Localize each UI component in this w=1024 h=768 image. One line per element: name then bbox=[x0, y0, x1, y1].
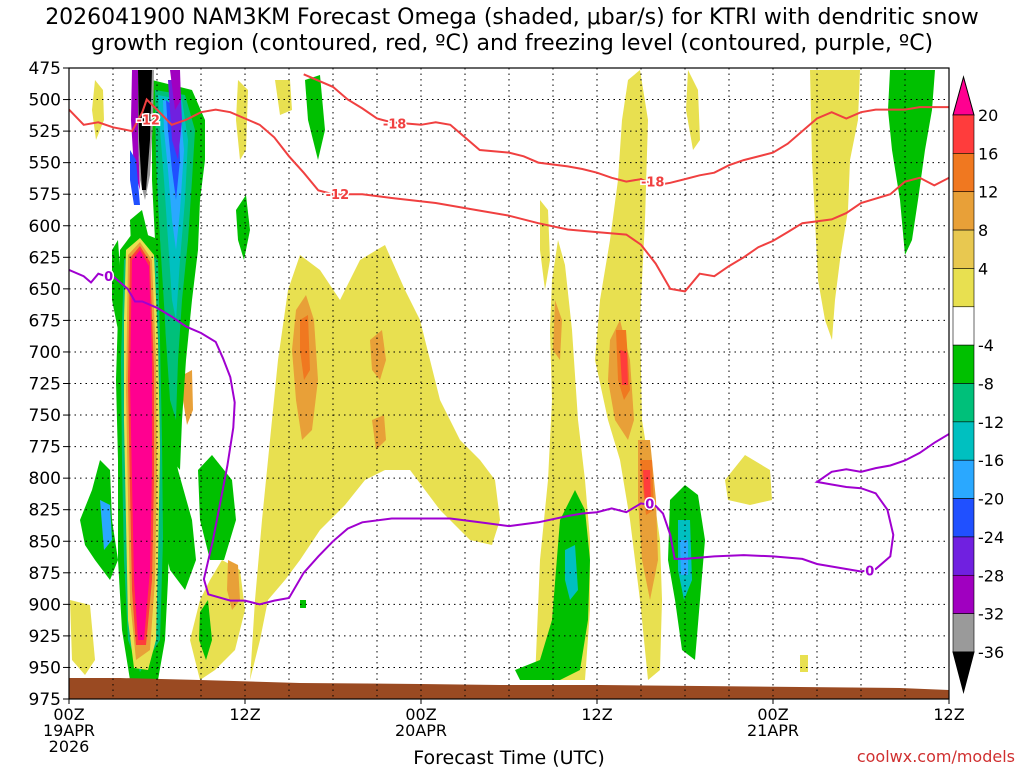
x-tick-label: 19APR bbox=[43, 721, 95, 740]
x-tick-label: 12Z bbox=[933, 705, 964, 724]
x-tick-label: 12Z bbox=[229, 705, 260, 724]
y-axis-ticks: 475 500 525 550 575 600 625 650 675 700 725 750 775 8… bbox=[29, 59, 69, 710]
colorbar-swatch bbox=[952, 306, 975, 346]
colorbar-label: -32 bbox=[978, 605, 1004, 624]
y-tick-label: 575 bbox=[29, 185, 61, 205]
y-tick-label: 925 bbox=[29, 627, 61, 647]
y-tick-label: 500 bbox=[29, 91, 61, 111]
y-tick-label: 550 bbox=[29, 154, 61, 174]
colorbar-swatch bbox=[952, 574, 975, 614]
contour-line bbox=[303, 73, 949, 187]
colorbar-swatch bbox=[952, 229, 975, 269]
colorbar-label: -12 bbox=[978, 413, 1004, 432]
colorbar-label: 16 bbox=[978, 144, 998, 163]
credit-text: coolwx.com/models bbox=[857, 747, 1015, 766]
colorbar-label: 8 bbox=[978, 221, 988, 240]
contour-label: 0 bbox=[104, 270, 113, 285]
contour-label: 0 bbox=[865, 564, 874, 579]
y-tick-label: 800 bbox=[29, 469, 61, 489]
y-tick-label: 725 bbox=[29, 375, 61, 395]
y-tick-label: 875 bbox=[29, 564, 61, 584]
x-tick-label: 12Z bbox=[581, 705, 612, 724]
contour-label: -12 bbox=[326, 188, 350, 203]
x-tick-label: 21APR bbox=[747, 721, 799, 740]
y-tick-label: 625 bbox=[29, 248, 61, 268]
y-tick-label: 475 bbox=[29, 59, 61, 79]
colorbar-label: -20 bbox=[978, 490, 1004, 509]
colorbar-label: 20 bbox=[978, 106, 998, 125]
chart-title-line-1: 2026041900 NAM3KM Forecast Omega (shaded… bbox=[45, 5, 979, 30]
colorbar-swatch bbox=[952, 383, 975, 423]
colorbar-swatch bbox=[952, 498, 975, 538]
colorbar-swatch bbox=[952, 153, 975, 193]
colorbar-swatch bbox=[952, 459, 975, 499]
colorbar-swatch bbox=[952, 268, 975, 308]
colorbar-swatch bbox=[952, 191, 975, 231]
y-tick-label: 700 bbox=[29, 343, 61, 363]
contour-lines bbox=[69, 73, 949, 606]
contour-labels: -12 -18 -12 -18 0 0 0 bbox=[103, 112, 876, 581]
y-tick-label: 600 bbox=[29, 217, 61, 237]
chart-title-line-2: growth region (contoured, red, ºC) and f… bbox=[90, 31, 934, 56]
x-tick-label: 2026 bbox=[49, 737, 90, 756]
colorbar-swatch bbox=[952, 344, 975, 384]
y-tick-label: 975 bbox=[29, 690, 61, 710]
contour-label: -12 bbox=[136, 114, 160, 129]
colorbar-swatch bbox=[952, 421, 975, 461]
colorbar-label: -8 bbox=[978, 375, 994, 394]
contour-line bbox=[69, 268, 949, 606]
y-tick-label: 525 bbox=[29, 122, 61, 142]
colorbar-swatch bbox=[952, 536, 975, 576]
x-tick-label: 00Z bbox=[53, 705, 84, 724]
colorbar-label: -28 bbox=[978, 566, 1004, 585]
omega-shading bbox=[70, 70, 935, 680]
colorbar-swatch bbox=[952, 114, 975, 154]
terrain-fill bbox=[69, 678, 949, 699]
contour-label: -18 bbox=[641, 176, 665, 191]
colorbar-label: -36 bbox=[978, 643, 1004, 662]
colorbar-bottom-arrow bbox=[952, 651, 975, 694]
x-axis-title: Forecast Time (UTC) bbox=[413, 747, 604, 768]
colorbar-label: 12 bbox=[978, 183, 998, 202]
y-tick-label: 675 bbox=[29, 311, 61, 331]
contour-line bbox=[69, 97, 949, 293]
colorbar-label: 4 bbox=[978, 259, 988, 278]
colorbar: 20 16 12 8 4 -4 -8 -12 -16 -20 -24 -28 -32 -36 bbox=[952, 75, 1004, 694]
colorbar-top-arrow bbox=[952, 75, 975, 116]
colorbar-swatch bbox=[952, 613, 975, 653]
y-tick-label: 775 bbox=[29, 438, 61, 458]
y-tick-label: 900 bbox=[29, 595, 61, 615]
y-tick-label: 650 bbox=[29, 280, 61, 300]
gridlines bbox=[69, 68, 949, 699]
x-tick-label: 00Z bbox=[757, 705, 788, 724]
y-tick-label: 850 bbox=[29, 532, 61, 552]
y-tick-label: 825 bbox=[29, 501, 61, 521]
x-tick-label: 00Z bbox=[405, 705, 436, 724]
colorbar-label: -16 bbox=[978, 451, 1004, 470]
contour-label: 0 bbox=[645, 497, 654, 512]
y-tick-label: 950 bbox=[29, 658, 61, 678]
colorbar-label: -4 bbox=[978, 336, 994, 355]
y-tick-label: 750 bbox=[29, 406, 61, 426]
colorbar-label: -24 bbox=[978, 528, 1004, 547]
contour-label: -18 bbox=[383, 118, 407, 133]
x-tick-label: 20APR bbox=[395, 721, 447, 740]
